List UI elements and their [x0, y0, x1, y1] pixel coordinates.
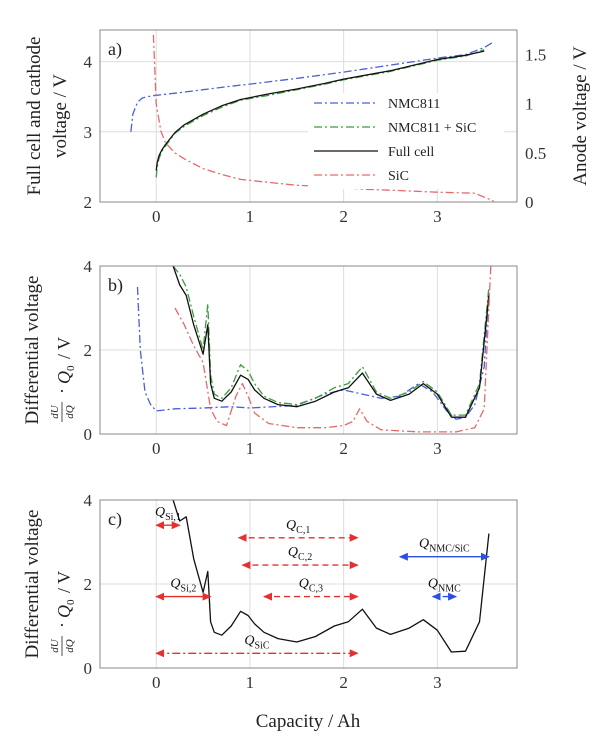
panel-b-y-ticks: 0 2 4 — [84, 257, 93, 444]
svg-text:dU: dU — [49, 404, 61, 419]
panel-a-y2label: Anode voltage / V — [570, 46, 591, 186]
panel-a-ylabel-line2: voltage / V — [50, 74, 71, 158]
panel-a-y-tick-label: 4 — [84, 53, 93, 72]
legend-label-nmc811: NMC811 — [388, 97, 440, 112]
panel-b-ylabel-line1: Differential voltage — [22, 276, 43, 425]
panel-b-series-full-cell — [172, 265, 490, 418]
svg-text:dU: dU — [49, 638, 61, 653]
panel-c-ylabel-formula: dU dQ · Q 0 / V — [49, 571, 77, 656]
panel-a-x-tick-label: 1 — [246, 207, 255, 226]
svg-text:·: · — [52, 622, 72, 628]
svg-text:/ V: / V — [54, 571, 74, 593]
legend-label-nmc811-sic: NMC811 + SiC — [388, 121, 476, 136]
panel-a-y2-tick-label: 0 — [525, 193, 534, 212]
panel-b-grid — [100, 265, 517, 435]
panel-c-series-full-cell — [172, 499, 490, 653]
panel-b-series-nmc811-sic — [172, 265, 490, 416]
panel-a-y-tick-label: 2 — [84, 193, 93, 212]
panel-b-x-tick-label: 0 — [152, 439, 161, 458]
panel-a-y-tick-label: 3 — [84, 123, 93, 142]
panel-a-x-tick-label: 2 — [339, 207, 348, 226]
panel-a-series-nmc811-sic — [155, 49, 485, 178]
panel-a-y2-ticks: 0 0.5 1 1.5 — [525, 46, 546, 212]
panel-c-y-tick-label: 4 — [84, 491, 93, 510]
svg-text:0: 0 — [65, 365, 77, 371]
panel-a-series-sic — [152, 34, 494, 202]
svg-text:0: 0 — [65, 599, 77, 605]
panel-c-y-ticks: 0 2 4 — [84, 491, 93, 678]
panel-b: b) 0 2 4 0 1 2 3 Differential voltage dU dQ ·… — [22, 257, 518, 458]
panel-c-annotations: QSi,1 QSi,2 QC,1 QC,2 QC,3 QSiC QNMC/SiC QNMC — [155, 505, 490, 658]
panel-c-x-tick-label: 3 — [433, 673, 442, 692]
annotation-label-q-c-1: QC,1 — [286, 518, 310, 536]
panel-b-label: b) — [108, 275, 123, 296]
annotation-label-q-sic: QSiC — [244, 633, 269, 651]
panel-a-x-tick-label: 0 — [152, 207, 161, 226]
annotation-label-q-nmc-sic: QNMC/SiC — [419, 537, 470, 555]
legend-box — [308, 93, 504, 189]
panel-c-ylabel-line1: Differential voltage — [22, 510, 43, 659]
svg-text:dQ: dQ — [64, 639, 76, 653]
annotation-label-q-c-3: QC,3 — [299, 577, 323, 595]
annotation-label-q-c-2: QC,2 — [288, 545, 312, 563]
panel-a-label: a) — [108, 39, 122, 60]
panel-c: c) 0 2 4 0 1 2 3 QSi,1 QSi,2 QC,1 QC,2 QC,3 QSiC QN… — [22, 491, 518, 692]
panel-b-y-tick-label: 0 — [84, 425, 93, 444]
panel-c-x-tick-label: 1 — [246, 673, 255, 692]
panel-b-series-nmc811 — [136, 286, 490, 420]
panel-b-x-tick-label: 1 — [246, 439, 255, 458]
svg-text:Q: Q — [54, 371, 74, 384]
panel-c-y-tick-label: 0 — [84, 659, 93, 678]
panel-c-frame — [99, 499, 518, 669]
panel-b-x-tick-label: 2 — [339, 439, 348, 458]
x-axis-label: Capacity / Ah — [256, 711, 361, 732]
panel-c-label: c) — [108, 509, 122, 530]
panel-c-y-tick-label: 2 — [84, 575, 93, 594]
panel-a-y-ticks: 2 3 4 — [84, 53, 93, 212]
panel-a-series — [130, 34, 494, 202]
panel-c-x-tick-label: 2 — [339, 673, 348, 692]
annotation-label-q-si-1: QSi,1 — [155, 505, 181, 523]
panel-a-y2-tick-label: 1 — [525, 95, 534, 114]
svg-text:Q: Q — [54, 605, 74, 618]
panel-a-series-nmc811 — [130, 41, 494, 132]
panel-a-y2-tick-label: 0.5 — [525, 144, 546, 163]
panel-c-x-ticks: 0 1 2 3 — [152, 673, 442, 692]
panel-a-y2-tick-label: 1.5 — [525, 46, 546, 65]
svg-text:·: · — [52, 388, 72, 394]
panel-a-series-full-cell — [155, 50, 485, 171]
panel-b-ylabel-formula: dU dQ · Q 0 / V — [49, 337, 77, 422]
panel-b-y-tick-label: 2 — [84, 341, 93, 360]
panel-c-series — [172, 499, 490, 653]
legend-label-sic: SiC — [388, 169, 409, 184]
panel-b-series — [136, 265, 492, 433]
panel-b-x-ticks: 0 1 2 3 — [152, 439, 442, 458]
svg-text:dQ: dQ — [64, 405, 76, 419]
panel-a-frame — [99, 29, 518, 203]
panel-b-y-tick-label: 4 — [84, 257, 93, 276]
panel-c-x-tick-label: 0 — [152, 673, 161, 692]
legend-label-full-cell: Full cell — [388, 145, 434, 160]
legend: NMC811 NMC811 + SiC Full cell SiC — [308, 93, 504, 189]
panel-a-x-ticks: 0 1 2 3 — [152, 207, 442, 226]
annotation-label-q-nmc: QNMC — [428, 577, 461, 595]
panel-b-series-sic — [174, 265, 492, 433]
panel-a: a) 2 3 4 0 0.5 1 1.5 0 1 2 3 Full cell and catho… — [24, 29, 591, 226]
panel-a-ylabel-line1: Full cell and cathode — [24, 37, 45, 196]
panel-b-x-tick-label: 3 — [433, 439, 442, 458]
svg-text:/ V: / V — [54, 337, 74, 359]
panel-a-x-tick-label: 3 — [433, 207, 442, 226]
panel-b-frame — [99, 265, 518, 435]
annotation-label-q-si-2: QSi,2 — [170, 577, 196, 595]
